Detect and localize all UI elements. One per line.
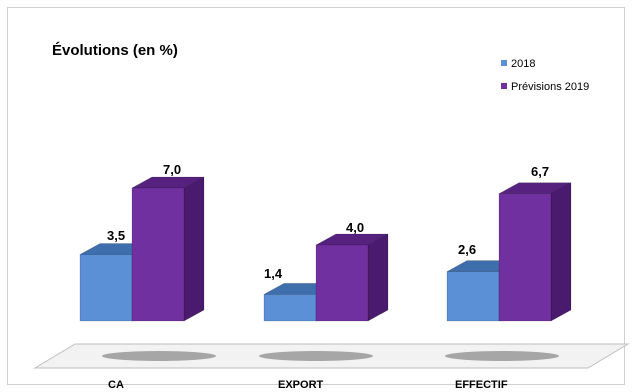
data-label-2018-effectif: 2,6 <box>458 242 476 257</box>
bars-group <box>79 176 572 322</box>
legend-swatch-previsions-2019 <box>501 83 507 89</box>
data-label-2018-ca: 3,5 <box>107 228 125 243</box>
category-label-ca: CA <box>108 379 124 391</box>
category-label-effectif: EFFECTIF <box>455 379 508 391</box>
bar-2019-export <box>315 233 389 322</box>
bar-2019-effectif <box>498 182 572 322</box>
floor-shadow-ca <box>102 351 216 361</box>
floor-shadow-effectif <box>445 351 559 361</box>
legend-swatch-2018 <box>501 60 507 66</box>
bar-side-2019-ca <box>183 176 205 322</box>
legend-label-previsions-2019: Prévisions 2019 <box>511 81 589 93</box>
category-label-export: EXPORT <box>278 379 324 391</box>
floor-shadow-export <box>259 351 373 361</box>
data-label-2018-export: 1,4 <box>264 266 283 281</box>
bar-front-2019-export <box>315 244 369 322</box>
bar-side-2019-export <box>367 233 389 322</box>
bar-2019-ca <box>131 176 205 322</box>
bar-front-2019-ca <box>131 187 185 322</box>
bar-side-2019-effectif <box>550 182 572 322</box>
legend-label-2018: 2018 <box>511 58 535 70</box>
data-label-2019-effectif: 6,7 <box>531 164 549 179</box>
data-label-2019-export: 4,0 <box>346 220 364 235</box>
bar-front-2018-effectif <box>446 271 500 322</box>
data-label-2019-ca: 7,0 <box>163 162 181 177</box>
bar-front-2018-export <box>263 294 317 322</box>
chart-title: Évolutions (en %) <box>52 42 178 59</box>
bar-front-2019-effectif <box>498 193 552 322</box>
bar-front-2018-ca <box>79 254 133 322</box>
